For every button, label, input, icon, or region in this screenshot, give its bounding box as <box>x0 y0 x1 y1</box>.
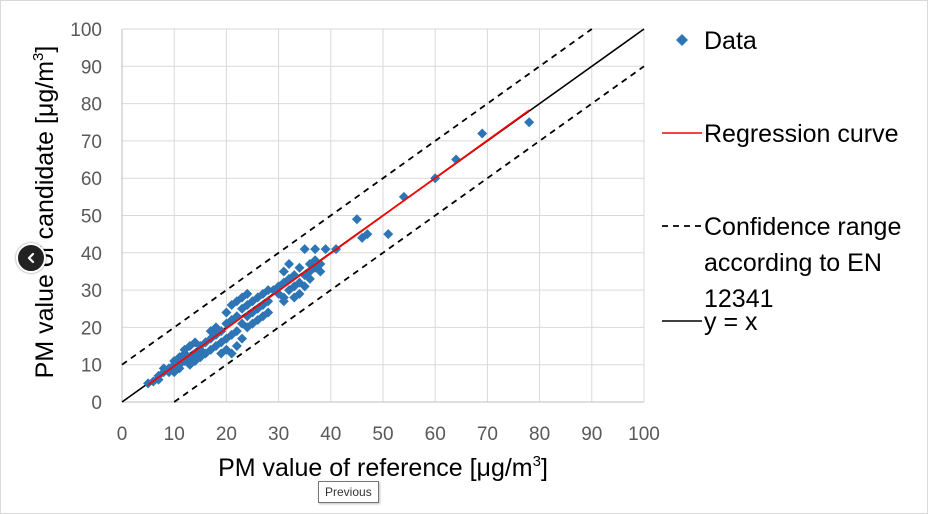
x-tick-label: 90 <box>581 424 602 445</box>
data-point <box>231 341 242 352</box>
legend-item-data: Data <box>676 27 757 55</box>
y-tick-label: 50 <box>81 207 102 228</box>
y-tick-label: 90 <box>81 57 102 78</box>
x-tick-label: 80 <box>529 424 550 445</box>
y-axis-title: PM value of candidate [μg/m3] <box>30 46 59 379</box>
confidence-upper-line <box>121 28 593 366</box>
data-point <box>320 244 331 255</box>
data-point <box>299 244 310 255</box>
data-point <box>278 292 289 303</box>
x-tick-label: 20 <box>216 424 237 445</box>
y-tick-label: 10 <box>81 356 102 377</box>
legend-label-confidence-3: 12341 <box>704 285 774 313</box>
x-tick-label: 50 <box>372 424 393 445</box>
data-point <box>221 307 232 318</box>
data-point <box>383 229 394 240</box>
legend-label-yx: y = x <box>704 308 758 336</box>
legend-label-data: Data <box>704 27 757 55</box>
regression-line <box>147 109 530 386</box>
y-tick-label: 30 <box>81 281 102 302</box>
data-point <box>294 288 305 299</box>
legend-label-confidence-2: according to EN <box>704 249 882 277</box>
data-point <box>226 348 237 359</box>
data-point <box>477 128 488 139</box>
data-point <box>299 281 310 292</box>
legend-label-confidence-1: Confidence range <box>704 213 901 241</box>
data-point <box>278 266 289 277</box>
y-tick-label: 40 <box>81 244 102 265</box>
y-tick-label: 20 <box>81 318 102 339</box>
data-point <box>284 258 295 269</box>
x-tick-label: 60 <box>425 424 446 445</box>
data-point <box>237 333 248 344</box>
axes <box>121 29 644 403</box>
legend-item-regression: Regression curve <box>662 120 899 148</box>
data-point <box>294 262 305 273</box>
data-point <box>231 326 242 337</box>
data-point <box>263 285 274 296</box>
x-tick-label: 30 <box>268 424 289 445</box>
data-point <box>310 244 321 255</box>
legend-label-regression: Regression curve <box>704 120 899 148</box>
x-tick-label: 10 <box>164 424 185 445</box>
data-point <box>263 307 274 318</box>
y-tick-label: 60 <box>81 169 102 190</box>
data-point <box>362 229 373 240</box>
previous-slide-button[interactable] <box>16 243 46 273</box>
x-tick-label: 40 <box>320 424 341 445</box>
legend-item-yx: y = x <box>662 308 758 336</box>
data-point <box>315 266 326 277</box>
legend: Data Regression curve Confidence range a… <box>662 27 901 336</box>
x-axis-title: PM value of reference [μg/m3] <box>218 453 548 482</box>
data-points <box>143 109 535 389</box>
previous-tooltip: Previous <box>318 481 379 503</box>
data-point <box>524 117 535 128</box>
x-tick-label: 100 <box>628 424 660 445</box>
data-point <box>242 288 253 299</box>
data-point <box>263 296 274 307</box>
tick-labels: 0 10 20 30 40 50 60 70 80 90 100 0 10 20 30 40 50 60 70 80 9… <box>70 20 660 445</box>
grid-lines <box>122 28 645 402</box>
y-tick-label: 0 <box>91 393 102 414</box>
y-tick-label: 80 <box>81 95 102 116</box>
x-tick-label: 0 <box>117 424 128 445</box>
confidence-lower-line <box>173 65 645 403</box>
legend-item-confidence: Confidence range according to EN 12341 <box>662 213 901 313</box>
x-tick-label: 70 <box>477 424 498 445</box>
data-point <box>304 273 315 284</box>
y-tick-label: 100 <box>70 20 102 41</box>
data-point <box>351 214 362 225</box>
chevron-left-icon <box>27 252 35 264</box>
y-tick-label: 70 <box>81 132 102 153</box>
legend-diamond-marker <box>676 34 688 46</box>
